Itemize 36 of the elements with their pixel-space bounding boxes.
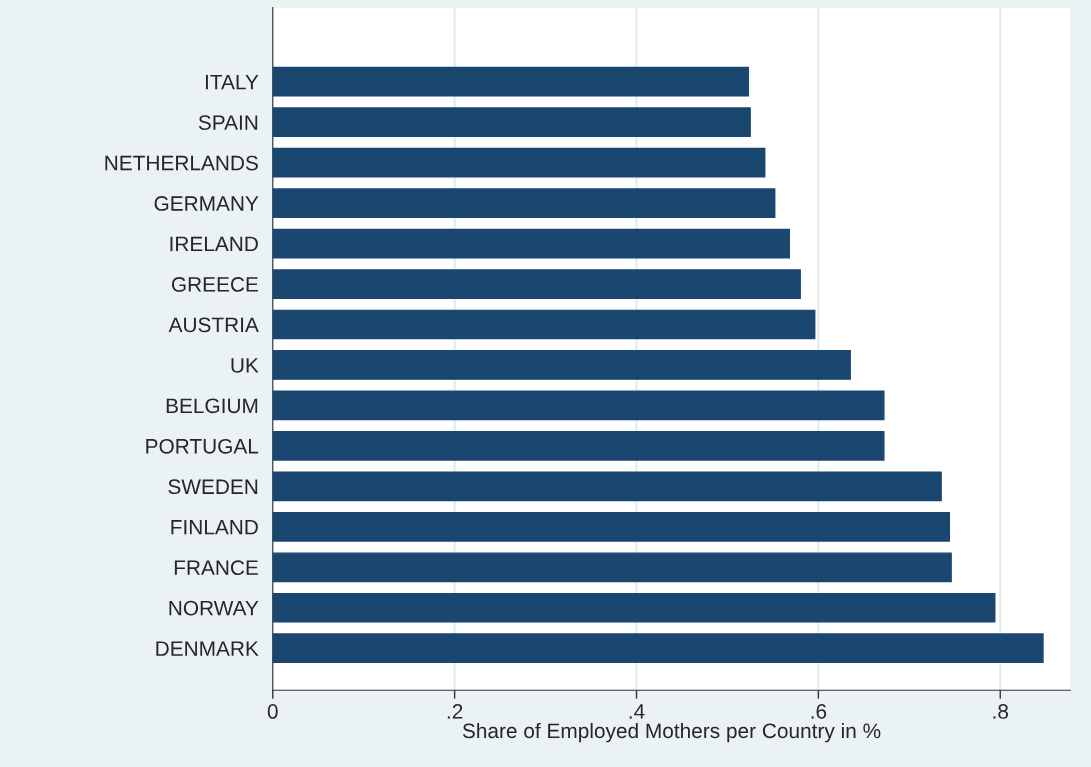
- y-tick-label: AUSTRIA: [168, 317, 259, 333]
- x-tick-label: .8: [993, 704, 1009, 719]
- y-tick-label: FRANCE: [174, 560, 258, 576]
- bar: [272, 107, 751, 138]
- y-tick-label: IRELAND: [170, 236, 258, 252]
- bar: [272, 552, 952, 583]
- y-tick-label: GERMANY: [154, 196, 259, 211]
- bar: [272, 511, 951, 542]
- x-tick-label: .2: [447, 704, 463, 719]
- y-tick-label: UK: [231, 358, 259, 373]
- y-tick-label: NORWAY: [169, 600, 259, 616]
- bar: [272, 390, 885, 421]
- x-tick-label: 0: [267, 704, 278, 719]
- y-tick-label: PORTUGAL: [146, 438, 259, 454]
- bar: [272, 471, 942, 502]
- bar: [272, 147, 766, 178]
- y-tick-label: BELGIUM: [166, 398, 258, 414]
- bar: [272, 350, 851, 380]
- bar: [272, 188, 776, 218]
- y-tick-label: GREECE: [171, 277, 258, 292]
- y-tick-label: FINLAND: [171, 520, 258, 535]
- bar: [272, 66, 750, 97]
- bar: [272, 269, 801, 299]
- x-tick-label: .6: [811, 704, 827, 719]
- y-tick-label: SPAIN: [198, 115, 258, 130]
- bar: [272, 228, 790, 259]
- bar: [272, 309, 816, 340]
- bar: [272, 431, 885, 461]
- x-axis-title: Share of Employed Mothers per Country in %: [462, 722, 881, 743]
- y-tick-label: DENMARK: [156, 641, 259, 656]
- y-tick-label: NETHERLANDS: [105, 155, 258, 171]
- bar: [272, 592, 996, 623]
- y-tick-label: ITALY: [205, 74, 259, 90]
- bar: [272, 633, 1044, 664]
- x-tick-label: .4: [629, 704, 645, 719]
- y-tick-label: SWEDEN: [168, 479, 258, 495]
